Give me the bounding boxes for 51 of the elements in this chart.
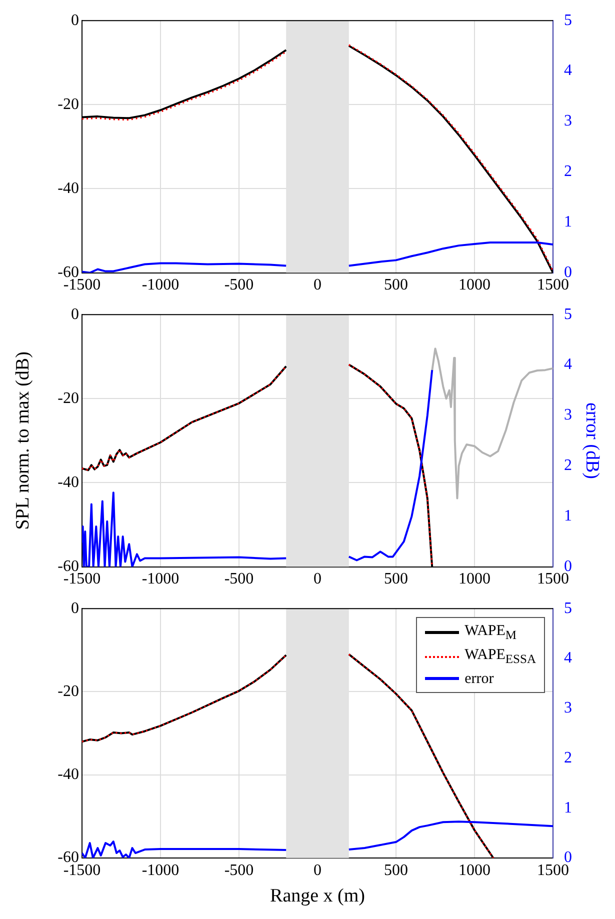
x-tick-label: 0 <box>314 276 322 294</box>
y-tick-label: 0 <box>71 12 79 29</box>
legend-label: error <box>464 670 494 689</box>
y2-tick-label: 4 <box>564 650 572 667</box>
y2-tick-label: 2 <box>564 163 572 180</box>
x-tick-label: 1500 <box>537 570 569 588</box>
y2-tick-label: 4 <box>564 62 572 80</box>
x-tick-label: 0 <box>314 570 322 588</box>
y-tick-label: 0 <box>71 306 79 323</box>
x-tick-label: 0 <box>314 862 322 879</box>
x-axis-title: Range x (m) <box>270 886 365 907</box>
y-tick-label: -40 <box>58 180 79 197</box>
x-tick-label: -1500 <box>63 570 101 588</box>
legend-label: WAPE$_{M}$ <box>464 622 517 644</box>
x-tick-label: 1500 <box>537 276 569 294</box>
x-tick-label: -1000 <box>142 276 180 294</box>
x-tick-label: -1000 <box>142 570 180 588</box>
x-tick-label: 500 <box>384 276 408 294</box>
y2-tick-label: 4 <box>564 356 572 374</box>
y2-tick-label: 2 <box>564 457 572 474</box>
y-tick-label: -20 <box>58 96 79 113</box>
y2-tick-label: 1 <box>564 799 572 816</box>
y-tick-label: 0 <box>71 600 79 617</box>
y-tick-label: -40 <box>58 766 79 784</box>
x-tick-label: -500 <box>224 276 254 294</box>
x-tick-label: 1500 <box>537 862 569 879</box>
x-tick-label: -500 <box>224 570 254 588</box>
y2-axis-title: error (dB) <box>582 402 603 479</box>
y-tick-label: -20 <box>58 682 79 700</box>
y-axis-title: SPL norm. to max (dB) <box>12 352 34 530</box>
y2-tick-label: 3 <box>564 406 572 424</box>
x-tick-label: -1000 <box>142 862 180 879</box>
y2-tick-label: 2 <box>564 749 572 766</box>
x-tick-label: -1500 <box>63 276 101 294</box>
y-tick-label: -20 <box>58 390 79 407</box>
y2-tick-label: 5 <box>564 600 572 617</box>
y2-tick-label: 5 <box>564 306 572 323</box>
y2-tick-label: 1 <box>564 508 572 525</box>
x-tick-label: 1000 <box>458 276 490 294</box>
x-tick-label: 500 <box>384 862 408 879</box>
y2-tick-label: 1 <box>564 214 572 231</box>
x-tick-label: 1000 <box>458 862 490 879</box>
y2-tick-label: 3 <box>564 112 572 130</box>
x-tick-label: -1500 <box>63 862 101 879</box>
y2-tick-label: 5 <box>564 12 572 29</box>
x-tick-label: 1000 <box>458 570 490 588</box>
x-tick-label: -500 <box>224 862 254 879</box>
x-tick-label: 500 <box>384 570 408 588</box>
legend-label: WAPE$_{ESSA}$ <box>464 646 536 668</box>
y-tick-label: -40 <box>58 474 79 491</box>
y2-tick-label: 3 <box>564 700 572 717</box>
